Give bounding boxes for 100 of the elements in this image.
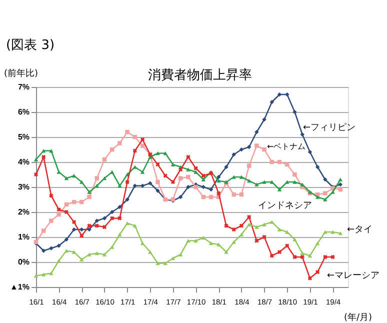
point bbox=[254, 225, 259, 229]
point bbox=[262, 222, 266, 226]
point bbox=[239, 175, 244, 179]
point bbox=[208, 187, 214, 192]
point bbox=[201, 184, 206, 190]
point bbox=[64, 237, 69, 242]
point bbox=[118, 141, 122, 146]
point bbox=[110, 210, 114, 214]
point bbox=[125, 221, 130, 226]
point bbox=[194, 170, 198, 174]
point bbox=[163, 174, 168, 178]
point bbox=[323, 198, 328, 202]
point bbox=[156, 261, 160, 266]
y-tick-label: 7% bbox=[18, 82, 30, 92]
point bbox=[42, 154, 46, 160]
point bbox=[246, 222, 252, 226]
point bbox=[140, 170, 145, 174]
point bbox=[232, 175, 236, 179]
point bbox=[330, 190, 335, 194]
point bbox=[102, 224, 107, 230]
line-series bbox=[34, 148, 343, 202]
point bbox=[285, 92, 290, 97]
point bbox=[277, 188, 282, 192]
point bbox=[178, 194, 183, 200]
point bbox=[330, 230, 335, 234]
point bbox=[148, 155, 152, 159]
point bbox=[178, 252, 183, 256]
point bbox=[72, 220, 76, 224]
point bbox=[94, 224, 99, 228]
point bbox=[156, 188, 160, 193]
point bbox=[315, 195, 320, 199]
point bbox=[216, 191, 221, 196]
point bbox=[292, 180, 297, 184]
point bbox=[194, 184, 198, 190]
point bbox=[94, 251, 99, 256]
point bbox=[277, 228, 282, 232]
text: (図表 3) bbox=[6, 38, 55, 53]
point bbox=[94, 176, 99, 180]
point bbox=[216, 242, 221, 246]
point bbox=[285, 180, 290, 184]
point bbox=[102, 176, 107, 180]
point bbox=[170, 162, 176, 166]
point bbox=[64, 176, 69, 180]
point bbox=[118, 216, 122, 220]
point bbox=[140, 137, 145, 142]
point bbox=[254, 144, 259, 148]
point bbox=[34, 274, 38, 278]
point bbox=[64, 210, 69, 214]
point bbox=[277, 250, 282, 254]
point bbox=[239, 147, 244, 152]
point bbox=[140, 144, 145, 148]
point bbox=[80, 234, 84, 238]
point bbox=[246, 214, 252, 220]
point bbox=[300, 182, 304, 186]
point bbox=[132, 165, 138, 169]
point bbox=[132, 224, 138, 228]
point bbox=[246, 144, 252, 150]
point bbox=[232, 240, 236, 244]
point bbox=[110, 216, 114, 220]
y-tick-label: 4% bbox=[18, 158, 30, 166]
point bbox=[323, 191, 328, 196]
point bbox=[140, 241, 145, 246]
point bbox=[125, 130, 130, 134]
x-axis-title: (年/月) bbox=[344, 312, 372, 323]
point bbox=[201, 174, 206, 178]
point bbox=[201, 236, 206, 240]
point bbox=[224, 224, 228, 228]
point bbox=[285, 244, 290, 248]
point bbox=[49, 218, 54, 223]
point bbox=[308, 276, 312, 280]
point bbox=[254, 182, 259, 186]
point bbox=[270, 254, 274, 258]
point bbox=[208, 241, 214, 246]
point bbox=[118, 232, 122, 236]
point bbox=[178, 167, 183, 172]
point bbox=[262, 147, 266, 152]
point bbox=[338, 182, 343, 187]
point bbox=[49, 246, 54, 250]
annotation: インドネシア bbox=[258, 201, 312, 211]
point bbox=[186, 168, 190, 172]
annotation: ←マレーシア bbox=[327, 271, 380, 281]
point bbox=[56, 207, 61, 212]
point bbox=[270, 100, 274, 104]
y-tick-label: 3% bbox=[18, 182, 30, 192]
point bbox=[72, 250, 76, 254]
point bbox=[308, 254, 312, 258]
annotation: ←タイ bbox=[347, 225, 373, 235]
point bbox=[186, 174, 190, 180]
point bbox=[87, 194, 92, 200]
point bbox=[49, 194, 54, 198]
y-tick-label: 5% bbox=[18, 132, 30, 142]
point bbox=[246, 178, 252, 183]
point bbox=[292, 172, 297, 177]
point bbox=[34, 158, 38, 162]
point bbox=[239, 232, 244, 236]
point bbox=[308, 150, 312, 154]
point bbox=[87, 252, 92, 256]
point bbox=[163, 151, 168, 156]
point bbox=[300, 254, 304, 260]
point bbox=[224, 250, 228, 254]
